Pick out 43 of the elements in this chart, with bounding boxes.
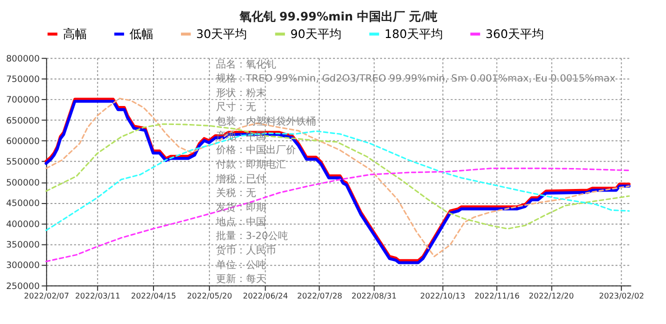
annotation: 关税：无 bbox=[216, 187, 256, 200]
x-tick-label: 2022/03/11 bbox=[75, 292, 120, 301]
x-tick-label: 2022/02/07 bbox=[24, 292, 70, 301]
legend-label: 360天平均 bbox=[486, 27, 544, 42]
annotation: 付款：即期电汇 bbox=[216, 158, 286, 171]
legend-label: 180天平均 bbox=[384, 27, 443, 42]
annotation: 单位：公吨 bbox=[216, 258, 266, 271]
y-tick-label: 750000 bbox=[6, 74, 40, 85]
x-tick-label: 2022/05/20 bbox=[186, 292, 232, 301]
legend-label: 30天平均 bbox=[196, 27, 248, 42]
x-tick-label: 2022/12/20 bbox=[528, 292, 574, 301]
annotation: 增税：已付 bbox=[214, 172, 266, 185]
annotation: 品名：氧化钆 bbox=[216, 58, 276, 70]
legend-label: 90天平均 bbox=[290, 27, 342, 42]
x-tick-label: 2022/07/28 bbox=[297, 292, 342, 301]
x-tick-label: 2022/06/24 bbox=[242, 292, 288, 301]
x-tick-label: 2022/10/13 bbox=[420, 292, 466, 301]
y-tick-label: 400000 bbox=[6, 220, 40, 230]
annotation: 尺寸：无 bbox=[216, 101, 256, 114]
y-tick-label: 300000 bbox=[6, 261, 40, 272]
annotation: 批量：3-20公吨 bbox=[216, 230, 288, 242]
y-tick-label: 250000 bbox=[6, 282, 40, 292]
legend-label: 高幅 bbox=[62, 27, 87, 42]
y-tick-label: 600000 bbox=[6, 137, 40, 148]
chart-title: 氧化钆 99.99%min 中国出厂 元/吨 bbox=[238, 10, 438, 24]
y-tick-label: 700000 bbox=[6, 96, 40, 106]
annotation: 价格：中国出厂价 bbox=[214, 144, 296, 156]
y-tick-label: 350000 bbox=[6, 240, 40, 250]
annotation: 货币：人民币 bbox=[216, 244, 276, 256]
x-tick-label: 2022/04/15 bbox=[131, 292, 176, 301]
y-tick-label: 800000 bbox=[6, 54, 40, 64]
y-tick-label: 450000 bbox=[6, 199, 40, 210]
x-tick-label: 2023/02/02 bbox=[599, 292, 644, 301]
legend-label: 低幅 bbox=[129, 27, 154, 42]
y-tick-label: 650000 bbox=[6, 116, 40, 126]
y-tick-label: 500000 bbox=[6, 178, 40, 188]
annotation: 地点：中国 bbox=[214, 216, 266, 228]
annotation: 形状：粉末 bbox=[216, 86, 266, 99]
x-tick-label: 2022/08/31 bbox=[351, 292, 397, 301]
y-tick-label: 550000 bbox=[6, 158, 40, 168]
annotation: 更新：每天 bbox=[216, 273, 266, 286]
annotation: 规格：TREO 99%min, Gd2O3/TREO 99.99%min, Sm 0.001%max, Eu 0.0015%max bbox=[216, 72, 616, 85]
x-tick-label: 2022/11/16 bbox=[474, 292, 520, 301]
